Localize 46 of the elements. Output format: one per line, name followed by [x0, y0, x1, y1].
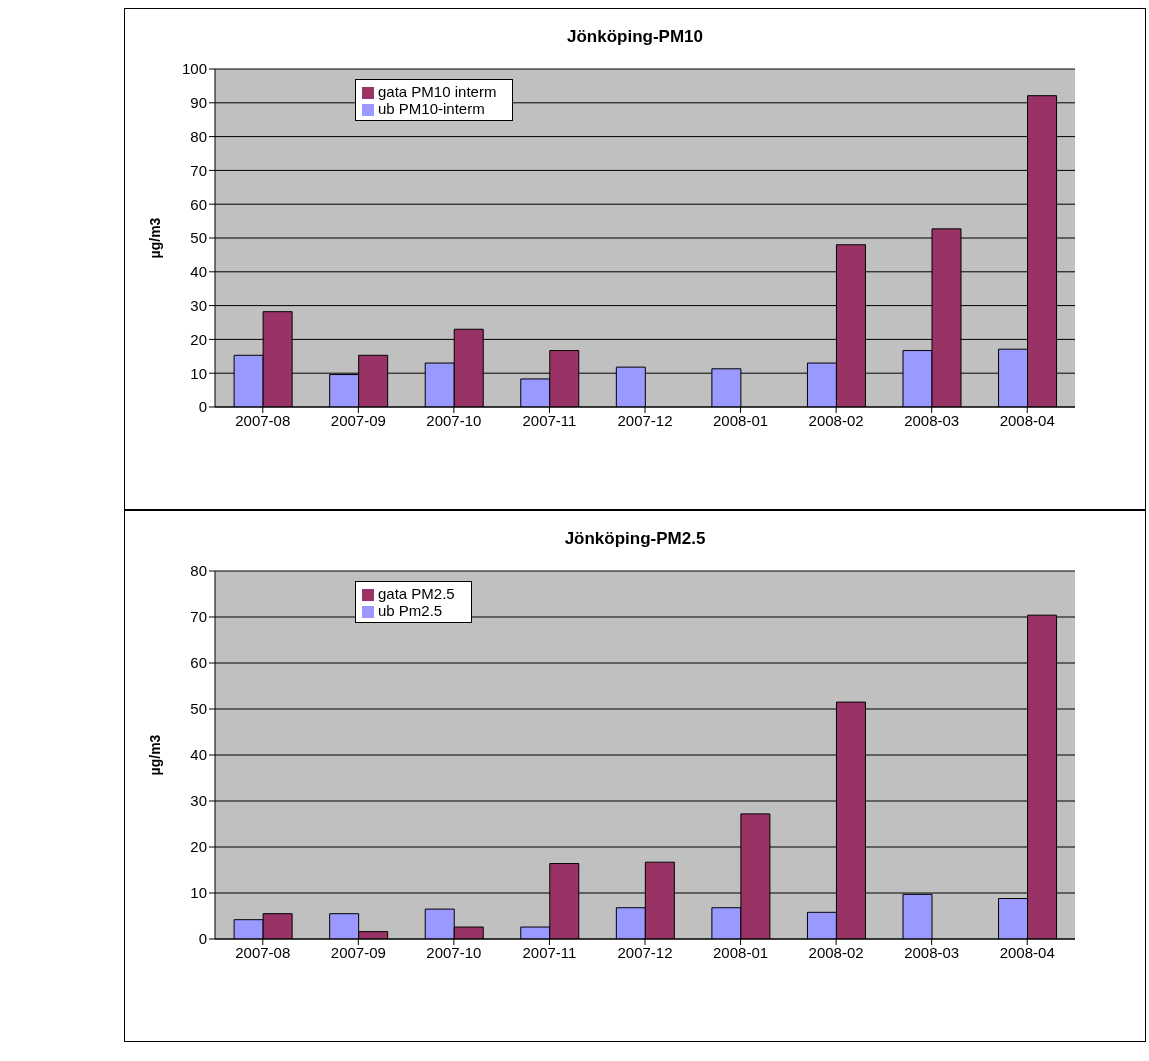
- x-tick-label: 2008-03: [904, 943, 960, 961]
- y-tick-label: 50: [190, 229, 207, 247]
- x-tick-label: 2008-02: [808, 411, 864, 429]
- y-tick-label: 90: [190, 94, 207, 112]
- legend-label: gata PM10 interm: [378, 83, 497, 100]
- x-tick-label: 2008-01: [713, 411, 769, 429]
- x-tick-label: 2007-12: [617, 411, 673, 429]
- x-tick-label: 2007-10: [426, 411, 482, 429]
- x-tick-label: 2008-01: [713, 943, 769, 961]
- y-tick-label: 80: [190, 562, 207, 580]
- y-tick-label: 70: [190, 161, 207, 179]
- legend-label: ub Pm2.5: [378, 602, 443, 619]
- x-tick-label: 2007-10: [426, 943, 482, 961]
- y-tick-label: 60: [190, 654, 207, 672]
- x-tick-label: 2008-04: [999, 943, 1055, 961]
- x-tick-label: 2007-11: [522, 943, 577, 961]
- y-tick-label: 30: [190, 296, 207, 314]
- x-tick-label: 2007-09: [330, 411, 386, 429]
- x-tick-label: 2007-08: [235, 411, 291, 429]
- x-tick-label: 2007-12: [617, 943, 673, 961]
- y-tick-label: 10: [190, 364, 207, 382]
- x-tick-label: 2007-09: [330, 943, 386, 961]
- y-tick-label: 30: [190, 792, 207, 810]
- y-axis-title: µg/m3: [146, 734, 163, 776]
- y-tick-label: 40: [190, 263, 207, 281]
- y-tick-label: 10: [190, 884, 207, 902]
- y-tick-label: 70: [190, 608, 207, 626]
- chart-title: Jönköping-PM10: [566, 27, 704, 47]
- x-tick-label: 2008-04: [999, 411, 1055, 429]
- chart-title: Jönköping-PM2.5: [563, 529, 707, 549]
- y-tick-label: 50: [190, 700, 207, 718]
- y-tick-label: 60: [190, 195, 207, 213]
- y-tick-label: 0: [198, 398, 207, 416]
- legend-label: ub PM10-interm: [378, 100, 485, 117]
- x-tick-label: 2008-02: [808, 943, 864, 961]
- y-tick-label: 20: [190, 330, 207, 348]
- y-tick-label: 80: [190, 127, 207, 145]
- y-axis-title: µg/m3: [146, 217, 163, 259]
- legend-label: gata PM2.5: [378, 585, 455, 602]
- y-tick-label: 40: [190, 746, 207, 764]
- x-tick-label: 2008-03: [904, 411, 960, 429]
- y-tick-label: 100: [181, 60, 207, 78]
- x-tick-label: 2007-08: [235, 943, 291, 961]
- y-tick-label: 20: [190, 838, 207, 856]
- x-tick-label: 2007-11: [522, 411, 577, 429]
- y-tick-label: 0: [198, 930, 207, 948]
